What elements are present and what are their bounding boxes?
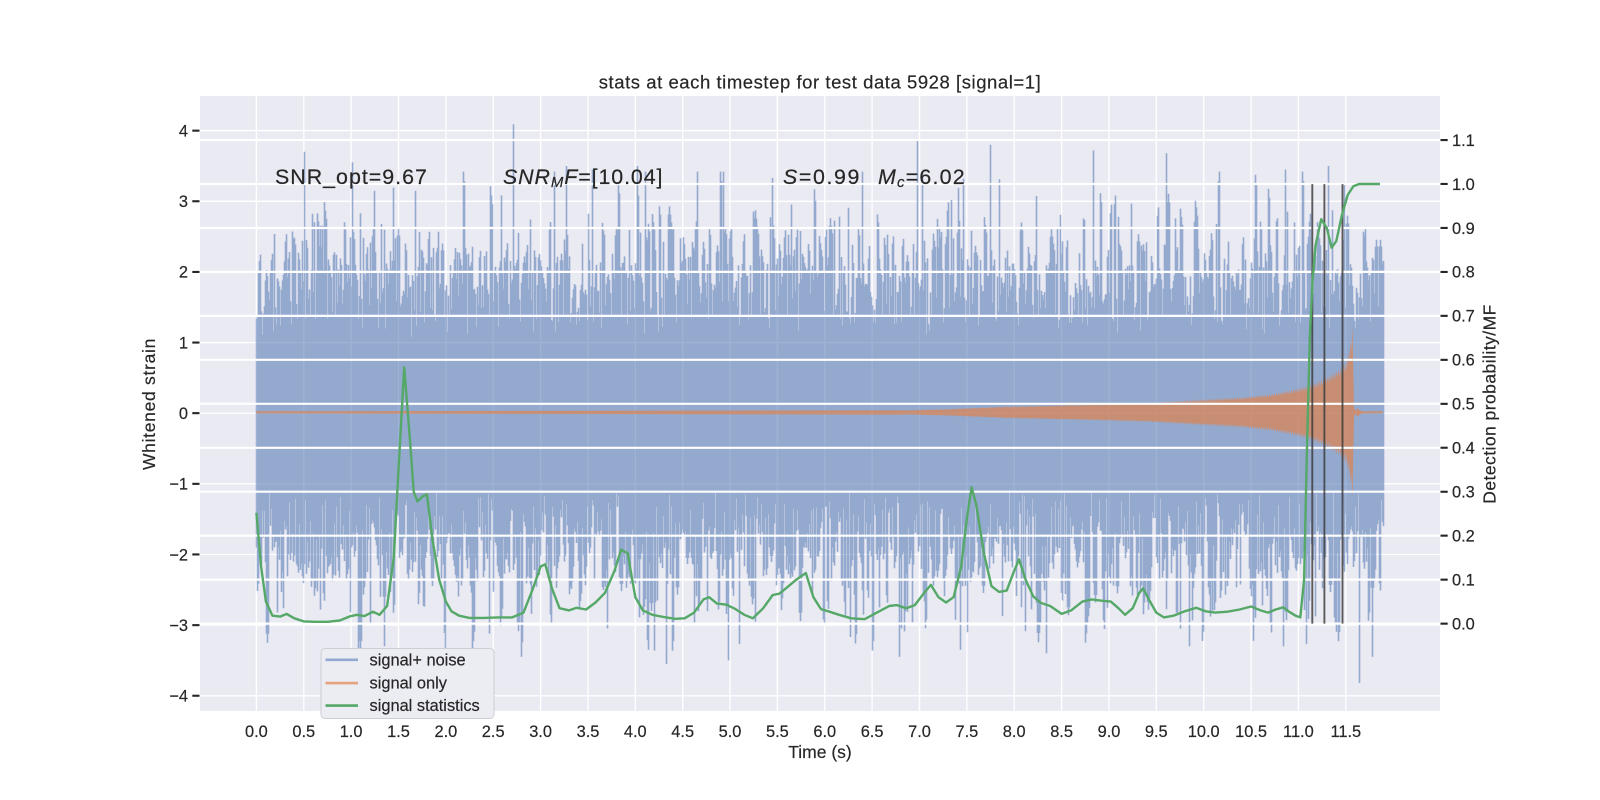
svg-text:4.5: 4.5 <box>671 723 694 741</box>
svg-text:0.9: 0.9 <box>1452 220 1475 238</box>
svg-text:11.0: 11.0 <box>1283 723 1314 741</box>
svg-text:7.0: 7.0 <box>908 723 931 741</box>
svg-text:1.1: 1.1 <box>1452 132 1475 150</box>
svg-text:11.5: 11.5 <box>1330 723 1361 741</box>
svg-text:Time (s): Time (s) <box>788 742 852 762</box>
svg-text:0: 0 <box>179 405 188 423</box>
svg-text:signal statistics: signal statistics <box>370 697 480 715</box>
svg-text:signal only: signal only <box>370 675 448 693</box>
svg-text:8.5: 8.5 <box>1050 723 1073 741</box>
svg-text:1.5: 1.5 <box>387 723 410 741</box>
svg-text:0.6: 0.6 <box>1452 352 1475 370</box>
svg-text:signal+ noise: signal+ noise <box>370 651 466 669</box>
svg-text:3.0: 3.0 <box>529 723 552 741</box>
svg-text:0.1: 0.1 <box>1452 571 1475 589</box>
svg-text:2.0: 2.0 <box>435 723 458 741</box>
svg-text:3: 3 <box>179 193 188 211</box>
svg-text:−1: −1 <box>169 476 188 494</box>
svg-text:1.0: 1.0 <box>1452 176 1475 194</box>
svg-text:S=0.99: S=0.99 <box>783 165 861 189</box>
svg-text:Detection probability/MF: Detection probability/MF <box>1480 304 1500 504</box>
svg-text:stats at each timestep for tes: stats at each timestep for test data 592… <box>599 72 1042 93</box>
svg-text:9.0: 9.0 <box>1098 723 1121 741</box>
svg-text:0.0: 0.0 <box>245 723 268 741</box>
svg-text:3.5: 3.5 <box>577 723 600 741</box>
svg-text:0.2: 0.2 <box>1452 528 1475 546</box>
svg-text:0.0: 0.0 <box>1452 615 1475 633</box>
svg-text:−2: −2 <box>169 546 188 564</box>
svg-text:6.5: 6.5 <box>861 723 884 741</box>
svg-text:0.4: 0.4 <box>1452 440 1475 458</box>
svg-text:SNR_opt=9.67: SNR_opt=9.67 <box>275 165 428 189</box>
svg-text:4: 4 <box>179 122 188 140</box>
svg-text:Mc=6.02: Mc=6.02 <box>878 165 966 191</box>
svg-text:2: 2 <box>179 264 188 282</box>
svg-text:0.8: 0.8 <box>1452 264 1475 282</box>
svg-text:0.7: 0.7 <box>1452 308 1475 326</box>
svg-text:10.0: 10.0 <box>1188 723 1220 741</box>
svg-text:4.0: 4.0 <box>624 723 647 741</box>
svg-text:Whitened strain: Whitened strain <box>139 338 159 470</box>
svg-text:8.0: 8.0 <box>1003 723 1026 741</box>
svg-text:−4: −4 <box>169 688 188 706</box>
svg-text:9.5: 9.5 <box>1145 723 1168 741</box>
svg-text:0.5: 0.5 <box>292 723 315 741</box>
svg-text:6.0: 6.0 <box>813 723 836 741</box>
svg-text:−3: −3 <box>169 617 188 635</box>
svg-text:0.5: 0.5 <box>1452 396 1475 414</box>
svg-text:7.5: 7.5 <box>956 723 979 741</box>
svg-text:1.0: 1.0 <box>340 723 363 741</box>
svg-text:10.5: 10.5 <box>1235 723 1267 741</box>
svg-text:0.3: 0.3 <box>1452 484 1475 502</box>
svg-text:5.0: 5.0 <box>719 723 742 741</box>
svg-text:2.5: 2.5 <box>482 723 505 741</box>
svg-text:1: 1 <box>179 334 188 352</box>
svg-text:SNRMF=[10.04]: SNRMF=[10.04] <box>503 165 663 191</box>
svg-text:5.5: 5.5 <box>766 723 789 741</box>
